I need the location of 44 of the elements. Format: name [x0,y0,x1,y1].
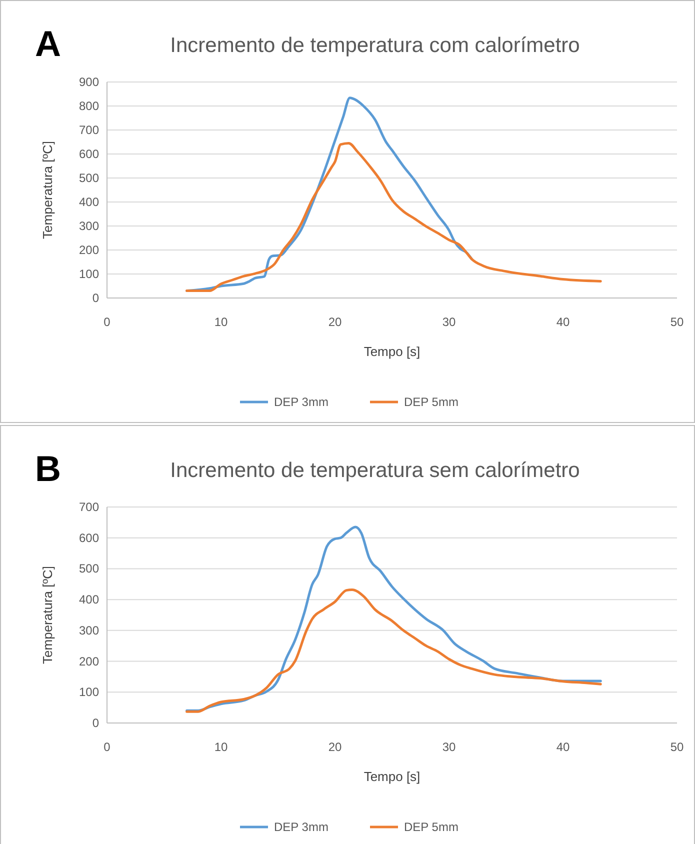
legend-label: DEP 3mm [274,820,328,834]
text: A [35,23,61,64]
y-axis-title: Temperatura [ºC] [40,566,55,664]
line-series [186,142,602,292]
y-tick-label: 600 [78,147,100,161]
y-tick-label: 900 [78,75,100,89]
y-tick-label: 500 [78,171,100,185]
y-tick-label: 100 [78,685,100,700]
y-tick-label: 800 [78,99,100,113]
y-tick-label: 200 [78,243,100,257]
y-tick-label: 300 [78,219,100,233]
text: B [35,448,61,489]
x-tick-label: 10 [214,740,228,754]
x-tick-label: 20 [328,740,342,754]
y-tick-label: 600 [78,530,100,545]
y-tick-label: 300 [78,623,100,638]
legend-label: DEP 3mm [274,395,328,409]
x-tick-label: 30 [442,315,456,329]
x-axis-title: Tempo [s] [364,344,420,359]
x-axis-title: Tempo [s] [364,769,420,784]
x-tick-label: 0 [104,315,111,329]
y-tick-label: 200 [78,654,100,668]
x-tick-label: 30 [442,740,456,754]
legend-label: DEP 5mm [404,395,458,409]
x-tick-label: 40 [556,315,570,329]
x-tick-label: 10 [214,315,228,329]
x-tick-label: 40 [556,740,570,754]
y-axis-title: Temperatura [ºC] [40,141,55,239]
y-tick-label: 700 [78,123,100,137]
y-tick-label: 700 [78,500,100,514]
x-tick-label: 20 [328,315,342,329]
legend-label: DEP 5mm [404,820,458,834]
y-tick-label: 0 [92,291,100,305]
y-tick-label: 400 [78,592,100,607]
line-series [186,588,602,713]
y-tick-label: 400 [78,195,100,209]
chart-title: Incremento de temperatura com calorímetro [170,34,580,57]
x-tick-label: 50 [670,315,684,329]
y-tick-label: 0 [92,716,100,730]
x-tick-label: 0 [104,740,111,754]
chart-title: Incremento de temperatura sem calorímetro [170,459,580,482]
x-tick-label: 50 [670,740,684,754]
y-tick-label: 500 [78,562,100,576]
y-tick-label: 100 [78,267,100,281]
